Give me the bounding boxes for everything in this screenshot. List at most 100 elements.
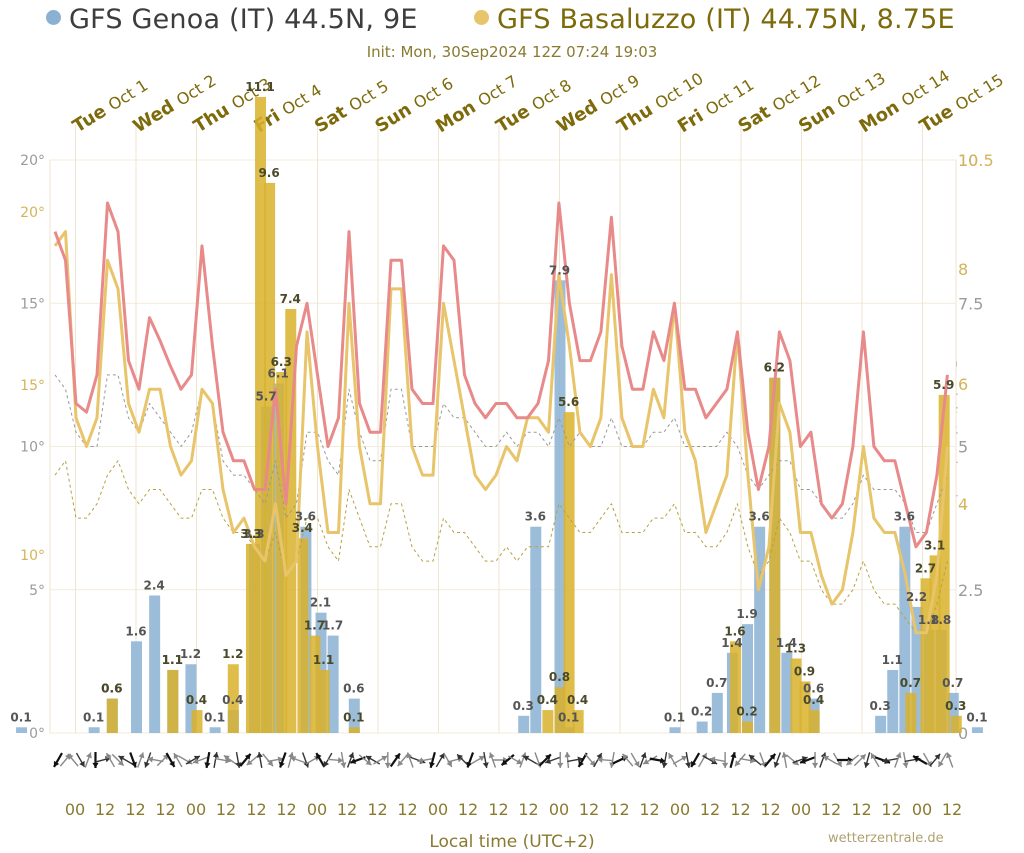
wind-arrow-icon (870, 752, 880, 768)
init-subtitle: Init: Mon, 30Sep2024 12Z 07:24 19:03 (366, 43, 658, 61)
wind-arrow-icon (358, 754, 372, 766)
genoa-precip-value-label: 6.2 (764, 361, 785, 375)
basaluzzo-precip-bar (285, 308, 297, 733)
wind-arrow-icon (685, 751, 692, 769)
wind-arrow-icon (340, 751, 347, 769)
credit-text[interactable]: wetterzentrale.de (828, 831, 944, 846)
genoa-legend-dot-icon[interactable] (46, 10, 61, 25)
genoa-precip-bar (887, 669, 899, 733)
wind-arrow-icon (67, 753, 79, 767)
x-tick-label: 12 (276, 800, 296, 819)
basaluzzo-precip-value-label: 1.6 (724, 624, 745, 638)
wind-arrow-icon (661, 751, 668, 769)
wind-arrow-icon (389, 752, 401, 768)
wind-arrow-icon (642, 755, 658, 765)
genoa-precip-bar (947, 692, 959, 733)
wind-arrow-icon (500, 754, 515, 766)
basaluzzo-precip-value-label: 9.6 (258, 166, 279, 180)
wind-arrow-icon (147, 756, 164, 763)
genoa-precip-value-label: 1.7 (322, 619, 343, 633)
genoa-precip-value-label: 0.7 (942, 676, 963, 690)
genoa-precip-value-label: 1.2 (180, 647, 201, 661)
genoa-precip-value-label: 0.1 (558, 710, 579, 724)
x-tick-label: 12 (851, 800, 871, 819)
y-right-tick-basaluzzo: 8 (958, 260, 968, 279)
basaluzzo-precip-bar (938, 394, 950, 733)
y-left-tick-genoa: 0° (29, 726, 45, 742)
genoa-precip-value-label: 3.6 (525, 510, 546, 524)
genoa-precip-bar (348, 698, 360, 733)
wind-arrow-icon (522, 755, 538, 765)
wind-arrow-icon (466, 752, 475, 768)
basaluzzo-legend-dot-icon[interactable] (474, 10, 489, 25)
wind-arrow-icon (267, 756, 284, 763)
y-right-tick-genoa: 7.5 (958, 294, 983, 313)
wind-arrow-icon (786, 754, 800, 766)
genoa-precip-value-label: 3.6 (749, 510, 770, 524)
wind-arrow-icon (456, 753, 469, 767)
wind-arrow-icon (92, 752, 99, 768)
genoa-precip-value-label: 0.4 (222, 693, 243, 707)
y-left-tick-basaluzzo: 10° (20, 548, 45, 564)
wind-arrow-icon (290, 756, 306, 764)
x-tick-label: 12 (397, 800, 417, 819)
x-tick-label: 12 (216, 800, 236, 819)
x-tick-label: 00 (307, 800, 327, 819)
wind-arrow-icon (882, 757, 899, 764)
basaluzzo-precip-value-label: 0.4 (803, 693, 824, 707)
x-tick-label: 12 (942, 800, 962, 819)
wind-arrow-icon (346, 752, 355, 768)
wind-arrow-icon (443, 752, 453, 768)
y-right-tick-basaluzzo: 10.5 (958, 151, 994, 170)
y-left-tick-genoa: 20° (20, 153, 45, 169)
wind-arrow-icon (417, 757, 434, 764)
y-left-tick-genoa: 10° (20, 440, 45, 456)
basaluzzo-precip-bar (554, 687, 566, 733)
wind-arrow-icon (853, 753, 867, 767)
wind-arrow-icon (287, 752, 295, 768)
genoa-precip-value-label: 0.6 (803, 682, 824, 696)
wind-arrow-icon (278, 752, 287, 768)
basaluzzo-precip-value-label: 1.7 (304, 619, 325, 633)
wind-arrow-icon (301, 752, 310, 768)
basaluzzo-precip-bar (729, 641, 741, 733)
basaluzzo-precip-bar (905, 692, 917, 733)
y-left-tick-basaluzzo: 15° (20, 378, 45, 394)
genoa-precip-value-label: 0.6 (101, 682, 122, 696)
genoa-precip-bar (185, 664, 197, 733)
genoa-precip-value-label: 0.1 (204, 710, 225, 724)
basaluzzo-precip-value-label: 0.4 (186, 693, 207, 707)
wind-arrow-icon (937, 752, 948, 768)
x-tick-label: 12 (458, 800, 478, 819)
wind-arrow-icon (894, 752, 902, 768)
genoa-precip-value-label: 0.1 (664, 710, 685, 724)
genoa-precip-value-label: 1.6 (125, 624, 146, 638)
wind-arrow-icon (129, 752, 137, 768)
basaluzzo-precip-bar (799, 681, 811, 733)
y-right-tick-genoa: 0 (958, 724, 968, 743)
genoa-precip-value-label: 1.1 (162, 653, 183, 667)
genoa-precip-value-label: 1.9 (736, 607, 757, 621)
wind-arrow-icon (698, 752, 708, 768)
x-tick-label: 12 (881, 800, 901, 819)
wind-arrow-icon (584, 753, 596, 767)
genoa-precip-value-label: 3.3 (243, 527, 264, 541)
basaluzzo-precip-value-label: 1.1 (162, 653, 183, 667)
wind-arrow-icon (111, 753, 125, 767)
genoa-title-text: GFS Genoa (IT) 44.5N, 9E (69, 4, 418, 35)
genoa-precip-bar (971, 727, 983, 733)
y-right-tick-genoa: 2.5 (958, 581, 983, 600)
x-tick-label: 12 (155, 800, 175, 819)
wind-arrow-icon (564, 751, 571, 769)
x-tick-label: 00 (912, 800, 932, 819)
basaluzzo-precip-bar (808, 710, 820, 733)
genoa-precip-bar (530, 526, 542, 733)
x-tick-label: 00 (670, 800, 690, 819)
x-tick-label: 12 (518, 800, 538, 819)
x-tick-label: 12 (95, 800, 115, 819)
basaluzzo-precip-value-label: 3.3 (240, 527, 261, 541)
basaluzzo-precip-bar (348, 727, 360, 733)
genoa-dewpoint-line (54, 374, 948, 533)
basaluzzo-precip-bar (227, 664, 239, 733)
